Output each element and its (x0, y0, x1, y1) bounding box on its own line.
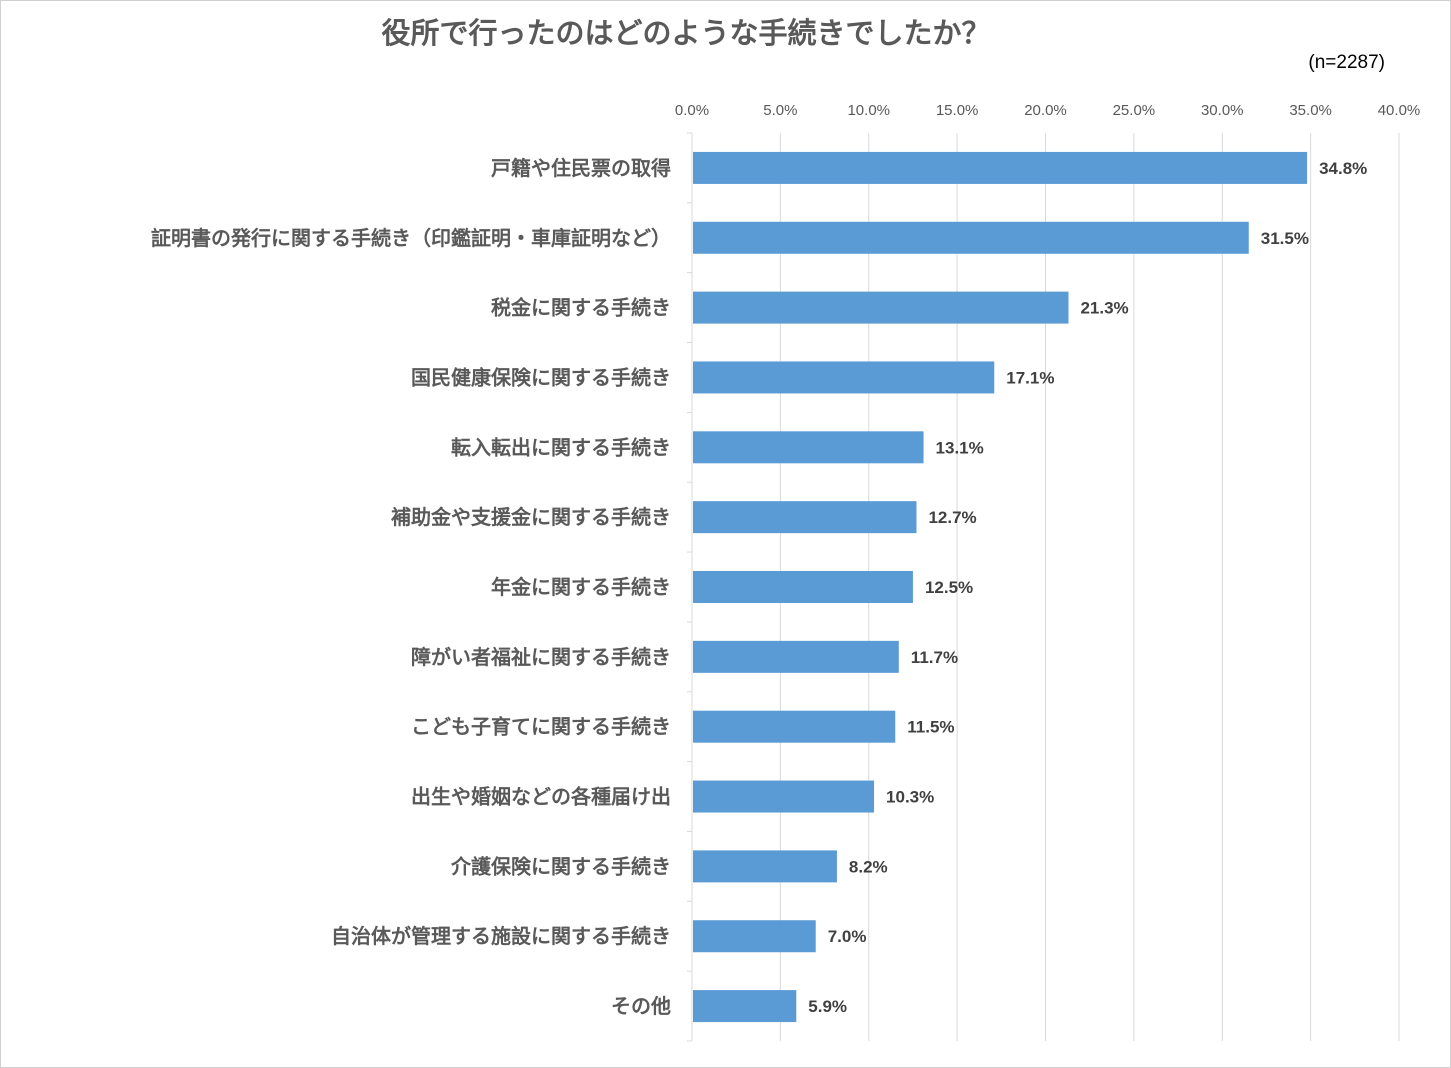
category-label: 年金に関する手続き (491, 575, 671, 599)
category-label: 証明書の発行に関する手続き（印鑑証明・車庫証明など） (151, 226, 671, 250)
bar (693, 920, 816, 953)
value-label: 11.7% (911, 648, 958, 667)
value-label: 11.5% (907, 718, 954, 737)
value-label: 12.5% (925, 578, 973, 597)
bar (693, 640, 899, 673)
x-tick-label: 40.0% (1378, 102, 1421, 119)
bar (693, 501, 917, 534)
x-axis-ticks: 0.0% 5.0% 10.0% 15.0% 20.0% 25.0% 30.0% 35.0% 40… (675, 102, 1420, 119)
value-label: 10.3% (886, 788, 934, 807)
x-tick-label: 35.0% (1289, 102, 1332, 119)
bars (693, 151, 1308, 1023)
sample-size-note: (n=2287) (1308, 52, 1385, 73)
bar (693, 431, 924, 464)
value-label: 31.5% (1261, 229, 1309, 248)
value-label: 8.2% (849, 857, 888, 876)
category-label: 税金に関する手続き (491, 296, 671, 320)
bar (693, 221, 1249, 254)
x-tick-label: 20.0% (1024, 102, 1067, 119)
category-label: 障がい者福祉に関する手続き (411, 645, 671, 669)
chart-title: 役所で行ったのはどのような手続きでしたか？ (381, 16, 990, 50)
gridlines (687, 132, 1400, 1042)
category-label: 補助金や支援金に関する手続き (390, 505, 671, 529)
value-label: 17.1% (1006, 368, 1054, 387)
value-label: 5.9% (808, 997, 847, 1016)
category-label: こども子育てに関する手続き (411, 715, 671, 739)
bar (693, 990, 797, 1023)
bar (693, 710, 896, 743)
category-label: 戸籍や住民票の取得 (491, 156, 671, 180)
bar (693, 151, 1308, 184)
x-tick-label: 15.0% (936, 102, 979, 119)
x-tick-label: 10.0% (847, 102, 890, 119)
category-label: 出生や婚姻などの各種届け出 (411, 785, 671, 809)
bar (693, 361, 995, 394)
value-label: 34.8% (1319, 159, 1367, 178)
bar (693, 571, 913, 603)
category-label: 介護保険に関する手続き (450, 854, 671, 878)
category-label: その他 (611, 994, 671, 1018)
value-label: 21.3% (1080, 299, 1128, 318)
x-tick-label: 30.0% (1201, 102, 1244, 119)
value-label: 13.1% (936, 438, 984, 457)
category-label: 自治体が管理する施設に関する手続き (331, 924, 671, 948)
value-label: 7.0% (828, 927, 867, 946)
category-label: 転入転出に関する手続き (451, 435, 671, 459)
x-tick-label: 0.0% (675, 102, 709, 119)
bar (693, 850, 837, 883)
bar (693, 780, 875, 813)
value-labels: 34.8% 31.5% 21.3% 17.1% 13.1% 12.7% 12.5% 11.7%… (808, 159, 1367, 1016)
x-tick-label: 5.0% (763, 102, 797, 119)
category-label: 国民健康保険に関する手続き (411, 365, 671, 389)
bar (693, 291, 1069, 324)
value-label: 12.7% (928, 508, 976, 527)
x-tick-label: 25.0% (1113, 102, 1156, 119)
